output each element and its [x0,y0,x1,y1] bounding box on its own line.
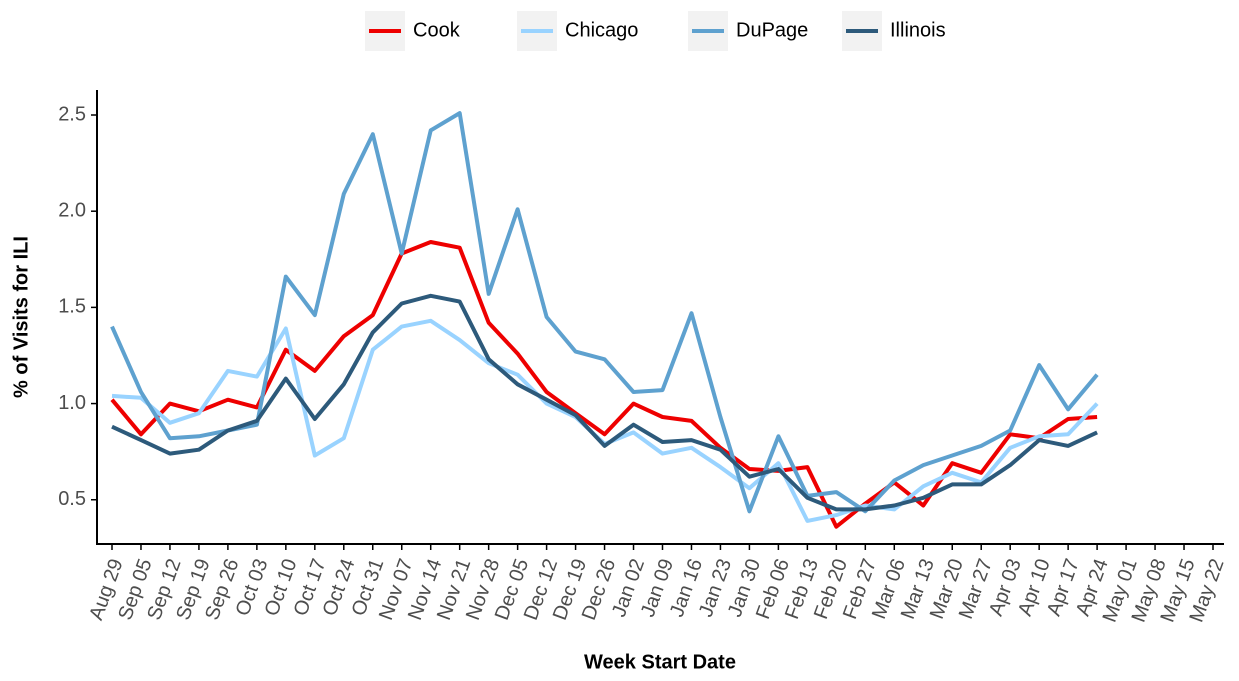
y-tick-label: 2.5 [58,103,86,125]
series-line [111,293,1098,512]
legend-label: DuPage [736,19,808,41]
x-axis-title: Week Start Date [584,651,736,673]
legend-label: Chicago [565,19,638,41]
legend-label: Illinois [890,19,946,41]
y-tick-label: 1.0 [58,392,86,414]
y-tick-label: 2.0 [58,199,86,221]
series-line [111,318,1099,523]
y-axis-title: % of Visits for ILI [10,236,32,398]
y-tick-label: 0.5 [58,488,86,510]
y-tick-label: 1.5 [58,296,86,318]
series-line [110,111,1099,514]
legend-label: Cook [413,19,461,41]
